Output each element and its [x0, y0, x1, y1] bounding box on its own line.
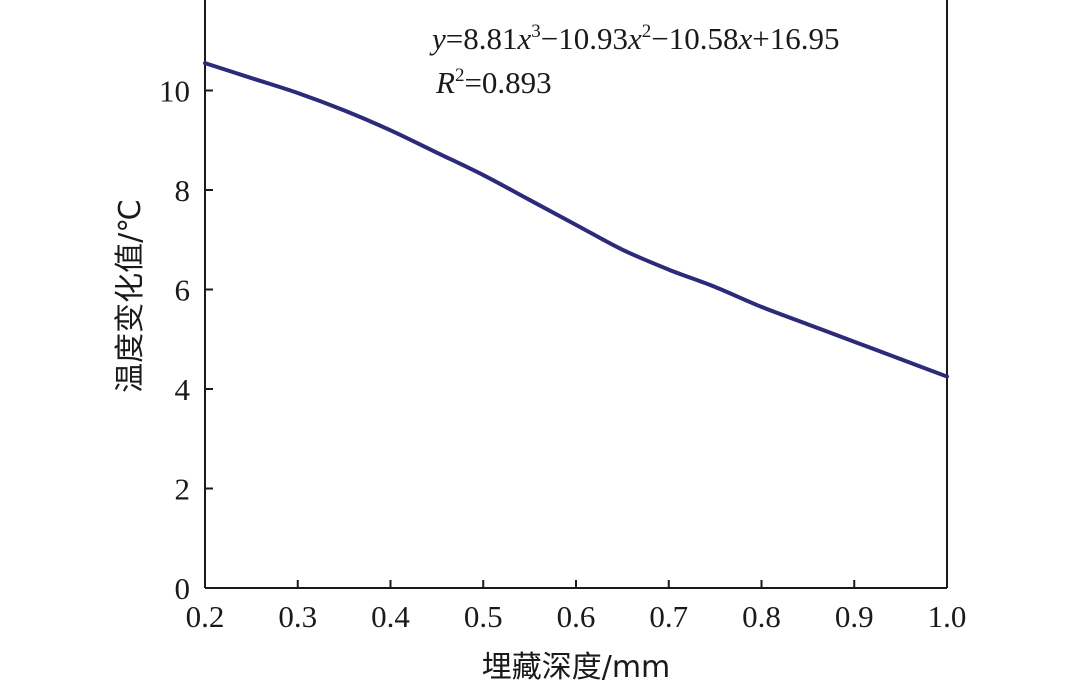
eq-pow-2: 2 — [642, 21, 652, 42]
r2-pow: 2 — [455, 65, 465, 86]
x-ticks: 0.2 0.3 0.4 0.5 0.6 0.7 0.8 0.9 1.0 — [186, 580, 967, 634]
r2-value: =0.893 — [464, 65, 551, 100]
eq-pow-3: 3 — [531, 21, 541, 42]
y-tick-label: 0 — [175, 571, 191, 606]
x-tick-label: 0.8 — [742, 599, 781, 634]
x-tick-label: 0.4 — [371, 599, 410, 634]
eq-x3: x — [738, 21, 753, 56]
x-tick-label: 0.7 — [649, 599, 688, 634]
y-tick-label: 4 — [175, 372, 191, 407]
eq-coef-a: =8.81 — [446, 21, 518, 56]
y-tick-label: 8 — [175, 173, 191, 208]
y-tick-label: 2 — [175, 472, 191, 507]
x-tick-label: 0.9 — [835, 599, 874, 634]
r2-r: R — [435, 65, 455, 100]
x-tick-label: 0.3 — [278, 599, 317, 634]
x-tick-label: 0.5 — [464, 599, 503, 634]
y-axis-label: 温度变化值/℃ — [113, 199, 148, 393]
series-line — [203, 61, 949, 379]
plot-frame — [204, 0, 948, 589]
eq-y: y — [429, 21, 446, 56]
r-squared-annotation: R2=0.893 — [435, 65, 552, 100]
eq-const: +16.95 — [752, 21, 839, 56]
y-tick-label: 10 — [159, 74, 190, 109]
eq-coef-b: −10.93 — [541, 21, 628, 56]
x-tick-label: 1.0 — [928, 599, 967, 634]
equation-annotation: y=8.81x3−10.93x2−10.58x+16.95 — [429, 21, 840, 56]
x-tick-label: 0.2 — [186, 599, 225, 634]
eq-coef-c: −10.58 — [651, 21, 738, 56]
x-tick-label: 0.6 — [557, 599, 596, 634]
y-ticks: 0 2 4 6 8 10 — [159, 74, 213, 606]
y-tick-label: 6 — [175, 273, 191, 308]
x-axis-label: 埋藏深度/mm — [482, 650, 671, 685]
eq-x2: x — [627, 21, 642, 56]
eq-x1: x — [517, 21, 532, 56]
